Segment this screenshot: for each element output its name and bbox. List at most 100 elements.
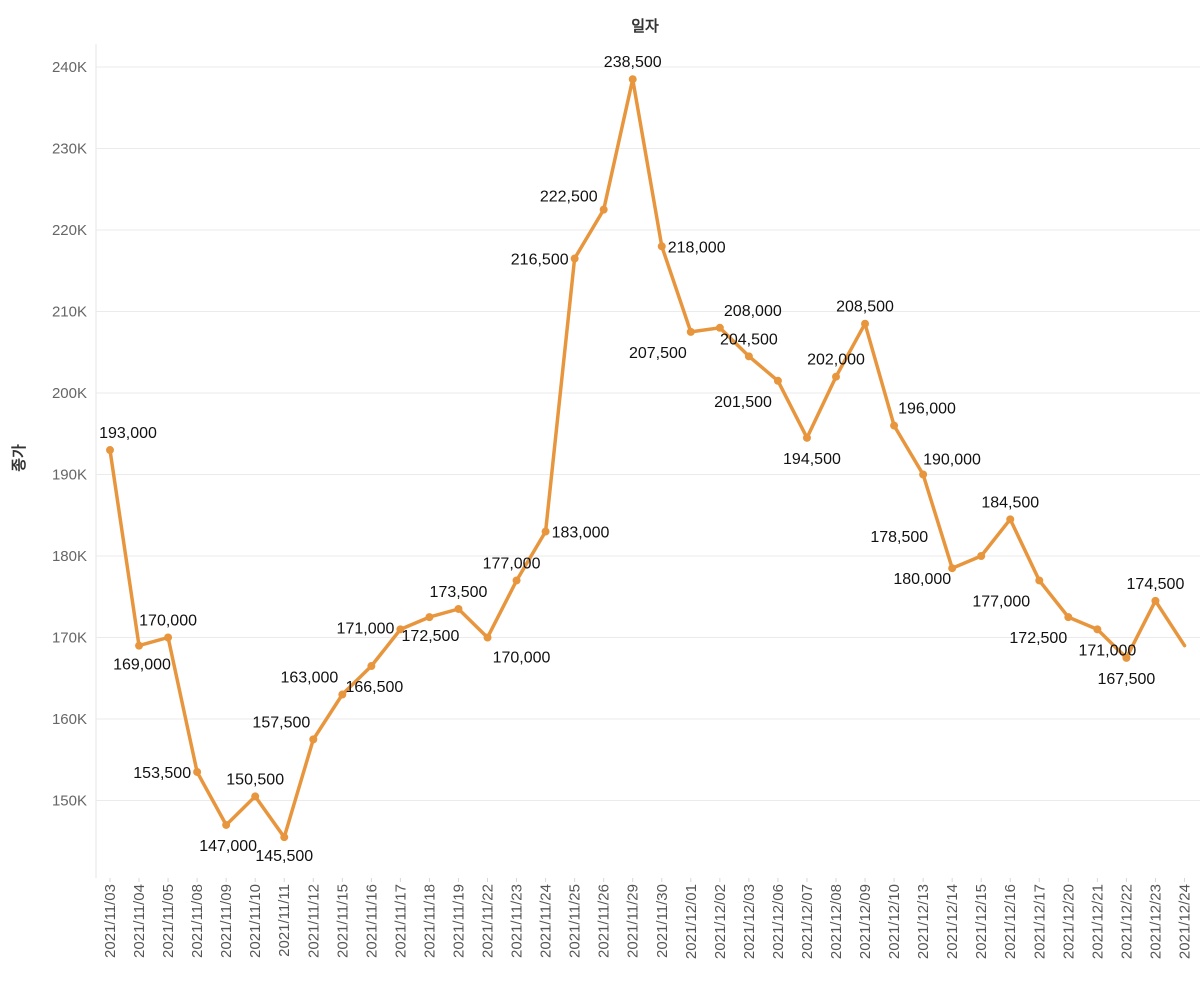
data-point[interactable]: [628, 75, 637, 84]
data-point[interactable]: [396, 625, 405, 634]
data-label: 196,000: [898, 401, 956, 418]
data-label: 180,000: [893, 571, 951, 588]
data-label: 183,000: [552, 525, 610, 542]
data-label: 190,000: [923, 452, 981, 469]
x-tick-label: 2021/11/10: [247, 884, 264, 958]
x-tick-label: 2021/11/12: [305, 884, 322, 958]
x-tick-label: 2021/11/04: [131, 884, 148, 958]
data-point[interactable]: [1064, 613, 1073, 622]
data-label: 166,500: [345, 679, 403, 696]
data-point[interactable]: [164, 633, 173, 642]
y-tick-label: 170K: [52, 630, 87, 647]
x-tick-label: 2021/12/24: [1176, 884, 1193, 959]
x-tick-label: 2021/12/23: [1147, 884, 1164, 959]
data-point[interactable]: [1151, 596, 1160, 605]
x-tick-label: 2021/11/08: [189, 884, 206, 958]
y-tick-label: 230K: [52, 141, 87, 158]
x-tick-label: 2021/11/19: [450, 884, 467, 958]
data-point[interactable]: [222, 820, 231, 829]
data-label: 171,000: [1078, 642, 1136, 659]
data-point[interactable]: [309, 735, 318, 744]
data-label: 178,500: [870, 529, 928, 546]
x-tick-label: 2021/11/11: [276, 884, 293, 957]
x-tick-label: 2021/12/10: [886, 884, 903, 959]
data-label: 170,000: [493, 650, 551, 667]
data-point[interactable]: [251, 792, 260, 801]
x-tick-label: 2021/12/01: [683, 884, 700, 959]
y-tick-label: 200K: [52, 385, 87, 402]
data-label: 194,500: [783, 451, 841, 468]
x-tick-label: 2021/11/30: [654, 884, 671, 958]
data-point[interactable]: [454, 604, 463, 613]
data-point[interactable]: [106, 446, 114, 455]
x-tick-label: 2021/11/26: [596, 884, 613, 958]
data-label: 177,000: [972, 593, 1030, 610]
data-point[interactable]: [135, 641, 144, 650]
data-point[interactable]: [948, 564, 957, 573]
data-point[interactable]: [802, 433, 811, 442]
x-tick-label: 2021/11/17: [392, 884, 409, 958]
data-point[interactable]: [1035, 576, 1044, 585]
x-tick-label: 2021/12/13: [915, 884, 932, 959]
data-label: 147,000: [199, 838, 257, 855]
x-axis-title: 일자: [631, 17, 659, 35]
data-point[interactable]: [773, 376, 782, 385]
x-tick-label: 2021/11/03: [102, 884, 119, 958]
data-point[interactable]: [1006, 515, 1015, 524]
data-point[interactable]: [832, 372, 840, 381]
data-label: 173,500: [430, 584, 488, 601]
data-point[interactable]: [715, 323, 724, 332]
data-label: 222,500: [540, 189, 598, 206]
data-point[interactable]: [425, 613, 434, 622]
x-tick-label: 2021/11/22: [480, 884, 497, 958]
data-label: 169,000: [113, 657, 171, 674]
data-point[interactable]: [686, 327, 695, 336]
y-axis-title: 종가: [10, 444, 28, 472]
data-point[interactable]: [367, 662, 376, 671]
data-point[interactable]: [919, 470, 928, 479]
data-label: 208,500: [836, 299, 894, 316]
data-point[interactable]: [483, 633, 492, 642]
data-point[interactable]: [338, 690, 347, 699]
data-label: 167,500: [1097, 671, 1155, 688]
data-label: 184,500: [981, 494, 1039, 511]
data-point[interactable]: [977, 552, 986, 560]
data-label: 150,500: [226, 771, 284, 788]
x-tick-label: 2021/11/05: [160, 884, 177, 958]
x-tick-label: 2021/12/16: [1002, 884, 1019, 959]
data-label: 163,000: [280, 670, 338, 687]
data-point[interactable]: [599, 205, 608, 214]
x-tick-label: 2021/12/08: [828, 884, 845, 959]
data-point[interactable]: [570, 254, 579, 263]
data-point[interactable]: [1093, 625, 1102, 634]
data-point[interactable]: [280, 833, 289, 842]
x-tick-label: 2021/12/09: [857, 884, 874, 959]
series-line: [108, 77, 1187, 839]
data-point[interactable]: [861, 319, 870, 328]
data-label: 216,500: [511, 252, 569, 269]
data-point[interactable]: [193, 767, 202, 776]
x-tick-label: 2021/12/21: [1089, 884, 1106, 959]
x-tick-label: 2021/12/06: [770, 884, 787, 959]
data-point[interactable]: [541, 527, 550, 536]
data-point[interactable]: [890, 421, 899, 430]
x-tick-label: 2021/11/29: [625, 884, 642, 958]
x-tick-label: 2021/11/16: [363, 884, 380, 958]
y-tick-label: 160K: [52, 711, 87, 728]
y-tick-label: 240K: [52, 59, 87, 76]
data-label: 171,000: [337, 620, 395, 637]
data-label: 204,500: [720, 331, 778, 348]
x-tick-label: 2021/12/07: [799, 884, 816, 959]
x-tick-label: 2021/11/24: [538, 884, 555, 958]
data-point[interactable]: [512, 576, 521, 585]
data-label: 201,500: [714, 394, 772, 411]
x-tick-label: 2021/11/09: [218, 884, 235, 958]
x-tick-label: 2021/11/18: [421, 884, 438, 958]
data-point[interactable]: [744, 352, 753, 361]
data-point[interactable]: [1122, 653, 1131, 662]
data-label: 172,500: [402, 628, 460, 645]
data-point[interactable]: [657, 242, 666, 251]
x-tick-label: 2021/12/14: [944, 884, 961, 959]
data-label: 238,500: [604, 54, 662, 71]
x-tick-label: 2021/11/25: [567, 884, 584, 958]
